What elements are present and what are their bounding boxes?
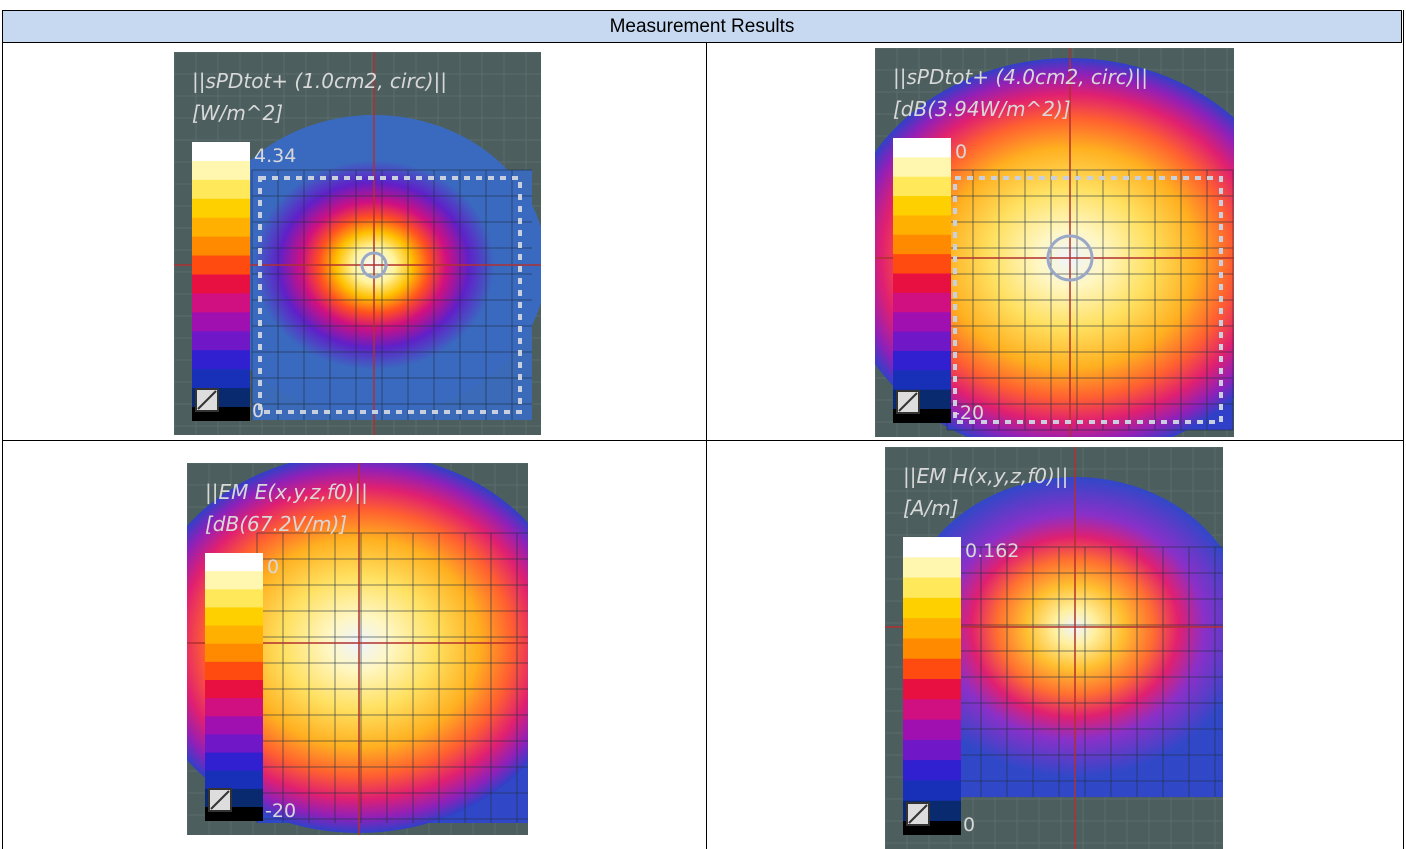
averaging-box [953, 176, 1223, 424]
scale-icon [898, 392, 918, 412]
field-blob [187, 463, 528, 833]
colorbar-step [205, 680, 263, 699]
colorbar-step [893, 157, 951, 178]
colorbar-step [192, 179, 250, 200]
scale-max: 0 [267, 556, 279, 578]
colorbar-step [192, 142, 250, 162]
scale-icon [197, 390, 217, 410]
colorbar-step [893, 273, 951, 294]
colorbar-step [192, 369, 250, 389]
colorbar-step [893, 331, 951, 352]
colorbar-step [903, 760, 961, 781]
scale-min: -20 [265, 800, 296, 822]
panel-title: ||sPDtot+ (4.0cm2, circ)|| [893, 65, 1148, 89]
colorbar-step [192, 293, 250, 313]
scale-icon [908, 804, 928, 824]
colorbar-step [205, 661, 263, 681]
panel-unit: [dB(67.2V/m)] [205, 512, 347, 536]
colorbar-step [192, 160, 250, 181]
colorbar-step [205, 607, 263, 627]
colorbar-step [192, 274, 250, 294]
colorbar-step [903, 557, 961, 579]
colorbar-step [903, 618, 961, 639]
colorbar-step [192, 236, 250, 257]
colorbar-step [893, 234, 951, 255]
colorbar-step [192, 350, 250, 370]
colorbar-step [205, 589, 263, 608]
scale-min: 0 [963, 814, 975, 836]
panel-title: ||EM H(x,y,z,f0)|| [903, 464, 1068, 488]
scale-max: 4.34 [254, 145, 296, 167]
table-border [706, 43, 707, 849]
heatmap-image: ||sPDtot+ (1.0cm2, circ)|| [W/m^2] 4.34 0 [174, 52, 541, 435]
colorbar-step [205, 571, 263, 590]
colorbar-step [192, 255, 250, 275]
colorbar-step [903, 699, 961, 721]
table-border [1403, 10, 1404, 849]
colorbar-step [893, 254, 951, 274]
colorbar-step [893, 176, 951, 197]
table-header: Measurement Results [2, 10, 1402, 43]
colorbar-step [192, 331, 250, 351]
averaging-circle [1046, 234, 1094, 282]
heatmap-image: ||sPDtot+ (4.0cm2, circ)|| [dB(3.94W/m^2)… [875, 48, 1234, 437]
colorbar-step [903, 679, 961, 700]
scale-max: 0 [955, 141, 967, 163]
heatmap-image: ||EM E(x,y,z,f0)|| [dB(67.2V/m)] 0 -20 [187, 463, 528, 835]
table-border [2, 440, 1404, 441]
colorbar-step [205, 643, 263, 663]
panel-unit: [dB(3.94W/m^2)] [893, 97, 1071, 121]
scale-max: 0.162 [965, 540, 1019, 562]
colorbar-step [903, 719, 961, 741]
colorbar-step [893, 370, 951, 391]
panel-title: ||EM E(x,y,z,f0)|| [205, 480, 368, 504]
colorbar-step [893, 215, 951, 236]
colorbar-step [205, 625, 263, 645]
averaging-box [258, 176, 522, 414]
colorbar-step [205, 553, 263, 572]
panel-unit: [W/m^2] [192, 101, 283, 125]
colorbar-step [893, 138, 951, 158]
colorbar-step [205, 716, 263, 735]
panel-title: ||sPDtot+ (1.0cm2, circ)|| [192, 69, 447, 93]
colorbar-step [903, 577, 961, 599]
scale-min: -20 [953, 402, 984, 424]
colorbar-step [893, 350, 951, 371]
colorbar-step [893, 196, 951, 216]
heatmap-image: ||EM H(x,y,z,f0)|| [A/m] 0.162 0 [885, 447, 1223, 849]
colorbar-step [192, 217, 250, 238]
averaging-circle [360, 251, 388, 279]
panel-unit: [A/m] [903, 496, 959, 520]
colorbar-step [205, 698, 263, 717]
table-border [2, 10, 3, 849]
colorbar-step [205, 734, 263, 754]
colorbar-step [893, 292, 951, 313]
colorbar-step [903, 658, 961, 680]
colorbar-step [903, 780, 961, 802]
colorbar-step [903, 638, 961, 660]
colorbar-step [192, 198, 250, 219]
scale-min: 0 [252, 400, 264, 422]
colorbar-step [893, 312, 951, 333]
colorbar-step [192, 312, 250, 332]
colorbar-step [205, 752, 263, 772]
colorbar-step [903, 739, 961, 761]
colorbar-step [903, 537, 961, 558]
colorbar-step [205, 770, 263, 790]
scale-icon [210, 790, 230, 810]
colorbar-step [903, 597, 961, 619]
